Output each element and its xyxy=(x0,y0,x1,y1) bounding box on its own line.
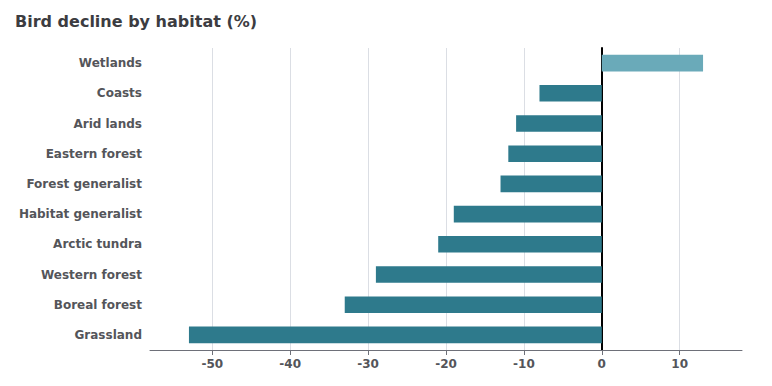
svg-text:Grassland: Grassland xyxy=(75,328,143,342)
svg-text:Wetlands: Wetlands xyxy=(79,56,142,70)
svg-text:Eastern forest: Eastern forest xyxy=(46,147,143,161)
svg-text:Boreal forest: Boreal forest xyxy=(54,298,143,312)
svg-text:Coasts: Coasts xyxy=(97,86,142,100)
svg-text:Forest generalist: Forest generalist xyxy=(26,177,142,191)
svg-text:-20: -20 xyxy=(435,357,457,371)
svg-text:-10: -10 xyxy=(513,357,535,371)
svg-text:0: 0 xyxy=(598,357,606,371)
svg-text:-30: -30 xyxy=(357,357,379,371)
svg-text:-50: -50 xyxy=(201,357,223,371)
svg-text:Western forest: Western forest xyxy=(41,268,142,282)
svg-text:Habitat generalist: Habitat generalist xyxy=(19,207,142,221)
svg-text:10: 10 xyxy=(671,357,688,371)
svg-text:Arctic tundra: Arctic tundra xyxy=(53,237,142,251)
svg-text:Arid lands: Arid lands xyxy=(73,117,142,131)
svg-text:Bird decline by habitat (%): Bird decline by habitat (%) xyxy=(15,12,257,31)
svg-text:-40: -40 xyxy=(279,357,301,371)
